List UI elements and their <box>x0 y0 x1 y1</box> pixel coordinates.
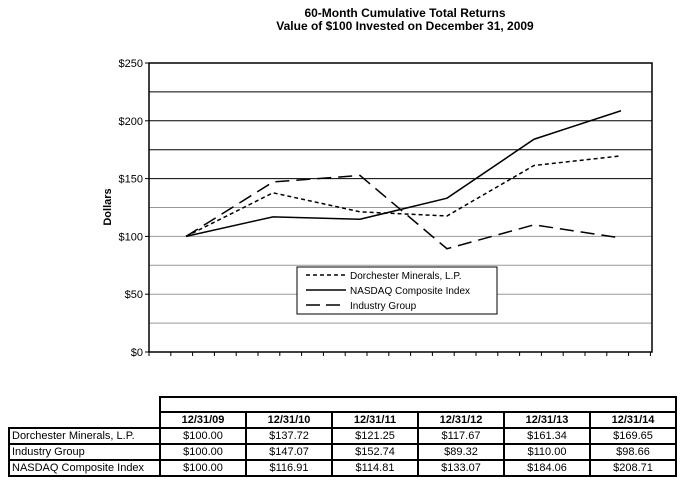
row-label: NASDAQ Composite Index <box>8 459 161 477</box>
y-axis-label: Dollars <box>102 188 114 225</box>
gridlines <box>149 91 652 324</box>
legend-label: NASDAQ Composite Index <box>350 286 470 297</box>
table-cell: $110.00 <box>503 443 591 461</box>
table-header: 12/31/10 <box>245 411 333 429</box>
table-cell: $100.00 <box>159 427 247 445</box>
table-cell: $137.72 <box>245 427 333 445</box>
row-label: Industry Group <box>8 443 161 461</box>
y-tick-label: $200 <box>119 116 143 128</box>
line-chart: $0 $50 $100 $150 $200 $250 Dollars Dorchester… <box>102 58 653 359</box>
table-cell: $184.06 <box>503 459 591 477</box>
y-tick-label: $50 <box>125 289 143 301</box>
table-row: Industry Group $100.00 $147.07 $152.74 $… <box>8 443 677 461</box>
table-row: NASDAQ Composite Index $100.00 $116.91 $… <box>8 459 677 477</box>
table-corner <box>9 397 160 412</box>
y-tick-label: $100 <box>119 231 143 243</box>
legend-label: Dorchester Minerals, L.P. <box>350 271 462 282</box>
table-header: 12/31/14 <box>589 411 677 429</box>
y-tick-label: $0 <box>131 347 143 359</box>
table-header-row: 12/31/09 12/31/10 12/31/11 12/31/12 12/3… <box>9 411 677 429</box>
table-cell: $114.81 <box>331 459 419 477</box>
table-top-bar <box>159 396 677 413</box>
table-cell: $89.32 <box>417 443 505 461</box>
legend: Dorchester Minerals, L.P. NASDAQ Composit… <box>296 266 498 315</box>
table-cell: $147.07 <box>245 443 333 461</box>
table-cell: $133.07 <box>417 459 505 477</box>
series-line <box>185 110 622 238</box>
data-table: 12/31/09 12/31/10 12/31/11 12/31/12 12/3… <box>8 396 677 477</box>
x-axis-ticks <box>148 352 651 356</box>
y-tick-label: $250 <box>119 58 143 70</box>
row-label: Dorchester Minerals, L.P. <box>8 427 161 445</box>
series-lines <box>185 110 622 250</box>
plot-area <box>148 62 653 353</box>
table-header: 12/31/13 <box>503 411 591 429</box>
table-cell: $169.65 <box>589 427 677 445</box>
table-cell: $100.00 <box>159 443 247 461</box>
table-row: Dorchester Minerals, L.P. $100.00 $137.7… <box>8 427 677 445</box>
table-cell: $152.74 <box>331 443 419 461</box>
table-cell: $117.67 <box>417 427 505 445</box>
table-cell: $100.00 <box>159 459 247 477</box>
y-tick-labels: $0 $50 $100 $150 $200 $250 <box>119 58 149 359</box>
chart-title: 60-Month Cumulative Total Returns <box>304 6 506 20</box>
table-header: 12/31/12 <box>417 411 505 429</box>
series-line <box>185 155 622 238</box>
table-header: 12/31/09 <box>159 411 247 429</box>
chart-subtitle: Value of $100 Invested on December 31, 2… <box>276 19 534 33</box>
table-cell: $116.91 <box>245 459 333 477</box>
series-line <box>185 174 622 250</box>
table-header: 12/31/11 <box>331 411 419 429</box>
y-tick-label: $150 <box>119 174 143 186</box>
table-cell: $121.25 <box>331 427 419 445</box>
table-cell: $161.34 <box>503 427 591 445</box>
table-cell: $98.66 <box>589 443 677 461</box>
table-cell: $208.71 <box>589 459 677 477</box>
legend-label: Industry Group <box>350 301 417 312</box>
